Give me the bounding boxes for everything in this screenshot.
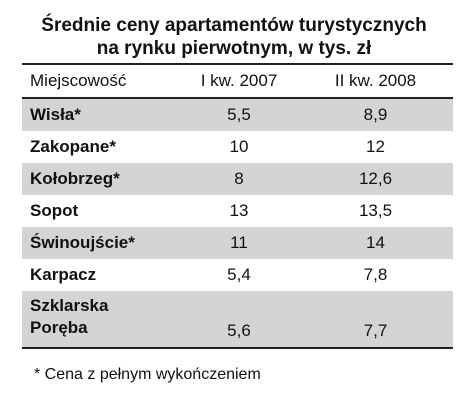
table-row: Szklarska Poręba 5,6 7,7 (22, 291, 453, 347)
column-header-city: Miejscowość (30, 71, 127, 90)
table-header-rule (22, 97, 453, 99)
row-value-q1-2007: 13 (229, 201, 249, 220)
table-row: Karpacz 5,4 7,8 (22, 259, 453, 291)
table-header-row: Miejscowość I kw. 2007 II kw. 2008 (22, 65, 453, 97)
row-value-q2-2008: 13,5 (358, 201, 393, 220)
row-value-q2-2008: 8,9 (363, 105, 388, 124)
row-value-q2-2008: 12,6 (358, 169, 393, 188)
table-footnote: * Cena z pełnym wykończeniem (34, 366, 261, 383)
row-value-q1-2007: 5,6 (227, 321, 251, 340)
row-city-line-2: Poręba (30, 318, 88, 337)
row-city: Zakopane* (30, 137, 116, 156)
row-value-q1-2007: 5,4 (227, 265, 251, 284)
row-city: Szklarska Poręba (22, 291, 180, 347)
row-city: Świnoujście* (30, 233, 135, 252)
row-city-line-1: Szklarska (30, 296, 109, 315)
price-table: Miejscowość I kw. 2007 II kw. 2008 Wisła… (22, 63, 453, 349)
table-title-line-1: Średnie ceny apartamentów turystycznych (41, 15, 427, 36)
table-row: Świnoujście* 11 14 (22, 227, 453, 259)
row-value-q2-2008: 7,8 (363, 265, 388, 284)
table-top-rule (22, 63, 453, 65)
table-title-line-2: na rynku pierwotnym, w tys. zł (96, 38, 372, 59)
column-header-q1-2007: I kw. 2007 (200, 71, 278, 90)
row-value-q1-2007: 10 (229, 137, 249, 156)
table-row: Wisła* 5,5 8,9 (22, 99, 453, 131)
row-value-q1-2007: 5,5 (227, 105, 251, 124)
row-value-q2-2008: 7,7 (363, 321, 388, 340)
row-value-q1-2007: 11 (230, 233, 248, 252)
row-city: Kołobrzeg* (30, 169, 120, 188)
row-city: Wisła* (30, 105, 81, 124)
row-city: Karpacz (30, 265, 97, 284)
table-row: Zakopane* 10 12 (22, 131, 453, 163)
row-value-q2-2008: 12 (366, 137, 385, 156)
table-row: Sopot 13 13,5 (22, 195, 453, 227)
table-bottom-rule (22, 347, 453, 349)
column-header-q2-2008: II kw. 2008 (334, 71, 417, 90)
table-row: Kołobrzeg* 8 12,6 (22, 163, 453, 195)
row-city: Sopot (30, 201, 79, 220)
row-value-q1-2007: 8 (234, 169, 244, 188)
row-value-q2-2008: 14 (366, 233, 385, 252)
table-title: Średnie ceny apartamentów turystycznych … (0, 14, 468, 60)
